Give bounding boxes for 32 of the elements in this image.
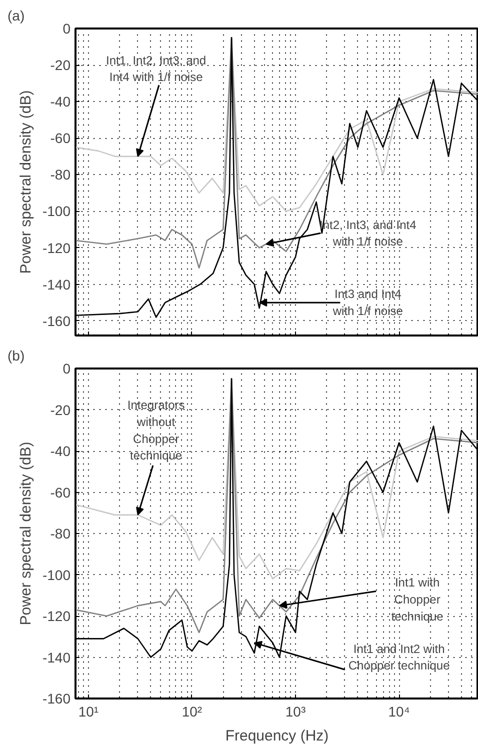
x-tick-label: 10¹ (78, 704, 99, 720)
annotation: Int1 and Int2 with Chopper technique (348, 642, 450, 673)
y-tick-label: -20 (50, 57, 71, 74)
chart-title: (a) (8, 8, 25, 24)
x-tick-label: 10⁴ (388, 704, 410, 720)
y-tick-label: -120 (42, 240, 71, 256)
y-tick-label: -20 (50, 402, 71, 418)
x-axis-title: Frequency (Hz) (225, 728, 329, 744)
y-tick-label: -140 (42, 276, 71, 292)
y-axis-title: Power spectral density (dB) (17, 90, 34, 274)
y-tick-label: -160 (42, 690, 71, 706)
annotation: Int1, Int2, Int3, and Int4 with 1/f noise (106, 53, 206, 84)
y-axis-title: Power spectral density (dB) (17, 442, 34, 626)
y-tick-label: -60 (50, 130, 71, 146)
y-tick-label: -40 (50, 94, 71, 110)
y-tick-label: -100 (42, 203, 71, 220)
y-tick-label: -160 (42, 312, 71, 329)
y-tick-label: -100 (42, 566, 71, 583)
y-tick-label: -80 (50, 526, 71, 542)
x-tick-label: 10² (182, 704, 202, 720)
annotation: Int1 with Chopper technique (391, 576, 444, 624)
y-tick-label: -40 (50, 443, 71, 459)
x-tick-label: 10³ (285, 704, 306, 720)
y-tick-label: 0 (62, 360, 71, 376)
y-tick-label: -60 (50, 484, 71, 500)
y-tick-label: -80 (50, 166, 71, 183)
y-tick-label: -120 (42, 608, 71, 624)
chart-title: (b) (8, 348, 25, 364)
y-tick-label: 0 (62, 20, 71, 36)
annotation: Integrators without Chopper technique (127, 398, 185, 463)
y-tick-label: -140 (42, 649, 71, 666)
annotation: Int3 and Int4 with 1/f noise (332, 287, 404, 318)
